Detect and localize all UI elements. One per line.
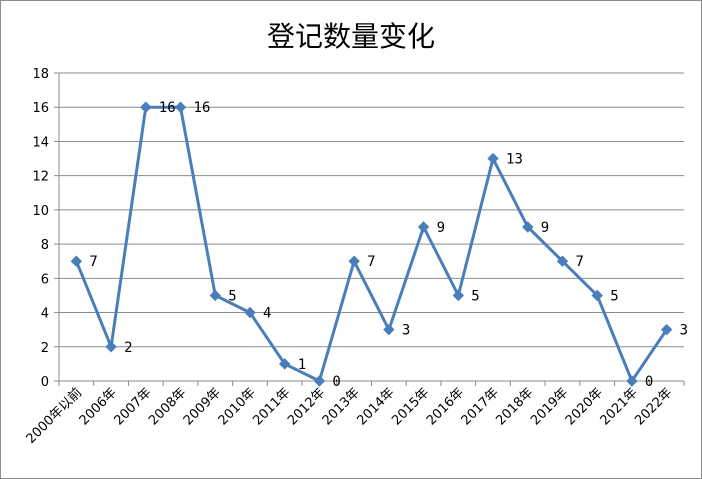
data-label: 3	[680, 323, 688, 339]
data-label: 7	[575, 254, 583, 270]
data-point	[383, 323, 395, 336]
series-layer	[70, 101, 673, 387]
data-label: 7	[367, 254, 375, 270]
y-tick-label: 14	[32, 135, 49, 150]
data-point	[70, 255, 83, 267]
y-axis-tick-labels: 0 2 4 6 8 10 12 14 16 18	[32, 67, 49, 390]
x-tick-label: 2019年	[528, 385, 571, 428]
data-point	[522, 221, 534, 233]
data-point	[452, 289, 465, 302]
data-point	[174, 101, 187, 113]
data-label: 5	[471, 288, 479, 304]
data-label: 9	[541, 220, 549, 236]
chart-title: 登记数量变化	[267, 20, 435, 53]
data-label: 5	[610, 288, 618, 304]
y-tick-label: 10	[32, 204, 49, 219]
data-label: 5	[228, 288, 236, 304]
data-label: 16	[194, 100, 211, 116]
x-tick-label: 2008年	[146, 385, 189, 428]
axes	[54, 72, 685, 386]
x-tick-label: 2006年	[77, 385, 120, 428]
data-point	[556, 255, 569, 267]
x-tick-label: 2017年	[459, 385, 502, 428]
data-point	[140, 101, 152, 113]
data-point	[244, 306, 256, 319]
x-tick-label: 2022年	[632, 385, 675, 428]
data-label: 9	[437, 220, 445, 236]
y-tick-label: 4	[41, 307, 49, 322]
data-point	[626, 375, 638, 387]
x-tick-label: 2016年	[424, 385, 467, 428]
x-tick-label: 2020年	[563, 385, 606, 428]
data-point	[278, 358, 291, 370]
x-tick-label: 2000年以前	[23, 385, 85, 447]
data-point	[591, 289, 603, 302]
y-tick-label: 16	[32, 101, 49, 116]
data-label: 3	[402, 323, 410, 339]
x-tick-label: 2009年	[181, 385, 224, 428]
data-labels: 7 2 16 16 5 4 1 0 7 3 9 5 13 9 7 5 0 3	[89, 100, 688, 390]
data-label: 2	[124, 340, 132, 356]
data-point	[209, 289, 221, 302]
data-label: 0	[645, 374, 653, 390]
x-axis-tick-labels: 2000年以前2006年2007年2008年2009年2010年2011年201…	[23, 385, 676, 447]
data-label: 13	[506, 152, 523, 168]
data-label: 0	[332, 374, 340, 390]
x-tick-label: 2011年	[250, 385, 293, 428]
x-tick-label: 2010年	[216, 385, 259, 428]
data-label: 16	[159, 100, 176, 116]
x-tick-label: 2014年	[354, 385, 397, 428]
x-tick-label: 2018年	[493, 385, 536, 428]
data-label: 4	[263, 306, 271, 322]
data-point	[660, 323, 673, 336]
data-point	[487, 152, 499, 165]
y-tick-label: 18	[32, 67, 49, 82]
x-tick-label: 2015年	[389, 385, 432, 428]
data-label: 7	[89, 254, 97, 270]
series-line	[75, 105, 668, 383]
data-point	[348, 255, 360, 267]
data-point	[417, 221, 430, 233]
x-tick-label: 2021年	[598, 385, 641, 428]
y-tick-label: 8	[41, 238, 49, 253]
y-tick-label: 0	[41, 375, 49, 390]
data-label: 1	[298, 357, 306, 373]
y-tick-label: 12	[32, 170, 49, 185]
x-tick-label: 2013年	[320, 385, 363, 428]
x-tick-label: 2007年	[111, 385, 154, 428]
x-tick-label: 2012年	[285, 385, 328, 428]
data-point	[313, 375, 326, 387]
data-point	[105, 341, 117, 353]
y-tick-label: 6	[41, 272, 49, 287]
y-tick-label: 2	[41, 341, 49, 356]
gridlines	[59, 72, 684, 348]
